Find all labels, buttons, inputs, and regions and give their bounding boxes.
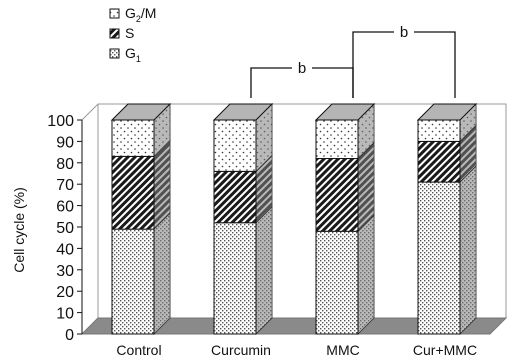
bar-segment-side-shade <box>460 104 476 142</box>
bar-segment <box>213 119 257 172</box>
x-category-label: Control <box>116 342 161 358</box>
y-axis-ticks: 0 10 20 30 40 50 60 70 80 90 100 <box>47 113 83 344</box>
bar-segment-side-shade <box>460 125 476 183</box>
y-tick-label: 20 <box>56 284 74 301</box>
significance-bracket-right <box>312 67 354 98</box>
bar-segment-side-shade <box>358 142 374 232</box>
x-category-label: Curcumin <box>211 342 271 358</box>
bar-segment <box>111 155 155 230</box>
bar-segment <box>417 119 461 142</box>
significance-label: b <box>400 24 408 41</box>
y-tick-label: 10 <box>56 306 74 323</box>
legend-swatch <box>109 8 120 19</box>
y-tick-label: 80 <box>56 156 74 173</box>
legend-entry: S <box>125 25 134 41</box>
bar-segment-side-shade <box>154 213 170 334</box>
y-tick-label: 40 <box>56 241 74 258</box>
bar-stack <box>110 103 172 335</box>
legend-entry: G1 <box>125 45 141 64</box>
legend-swatch <box>109 48 120 59</box>
y-tick-label: 50 <box>56 220 74 237</box>
bar-top-face <box>314 103 376 121</box>
bar-segment-side-shade <box>256 104 272 172</box>
bar-segment-side-shade <box>256 155 272 223</box>
bar-segment <box>315 158 359 232</box>
x-axis-categories: Control Curcumin MMC Cur+MMC <box>116 342 477 358</box>
y-axis-label: Cell cycle (%) <box>11 187 27 273</box>
bar-segment <box>111 228 155 335</box>
bar-segment-side-shade <box>154 140 170 230</box>
bar-top-face <box>212 103 274 121</box>
bar-segment-side-shade <box>358 215 374 334</box>
legend-entry: G2/M <box>125 5 156 24</box>
y-tick-label: 60 <box>56 199 74 216</box>
bar-top-face <box>110 103 172 121</box>
bar-segment <box>111 119 155 157</box>
bar-stack <box>314 103 376 335</box>
significance-label: b <box>298 60 306 77</box>
bar-segment-side-shade <box>358 104 374 159</box>
significance-bracket-right <box>414 31 456 98</box>
bar-segment-side-shade <box>256 206 272 334</box>
bar-stack <box>416 103 478 335</box>
bar-segment <box>315 119 359 160</box>
x-category-label: Cur+MMC <box>413 342 477 358</box>
bar-segment <box>213 170 257 224</box>
legend-swatch <box>109 28 120 39</box>
y-tick-label: 30 <box>56 263 74 280</box>
bar-segment-side-shade <box>460 166 476 334</box>
bar-segment <box>417 140 461 183</box>
bars <box>110 103 478 335</box>
bar-segment <box>213 222 257 335</box>
significance-bracket-left <box>250 67 292 98</box>
bar-stack <box>212 103 274 335</box>
bar-segment <box>315 230 359 335</box>
legend: G2/MS G1 <box>109 5 156 64</box>
y-tick-label: 100 <box>47 113 74 130</box>
bar-segment-side-shade <box>154 104 170 157</box>
x-category-label: MMC <box>326 342 359 358</box>
bar-top-face <box>416 103 478 121</box>
significance-bracket-left <box>352 31 394 98</box>
y-tick-label: 90 <box>56 134 74 151</box>
significance-brackets: bb <box>250 24 456 98</box>
bar-segment <box>417 181 461 335</box>
y-tick-label: 0 <box>65 327 74 344</box>
y-tick-label: 70 <box>56 177 74 194</box>
